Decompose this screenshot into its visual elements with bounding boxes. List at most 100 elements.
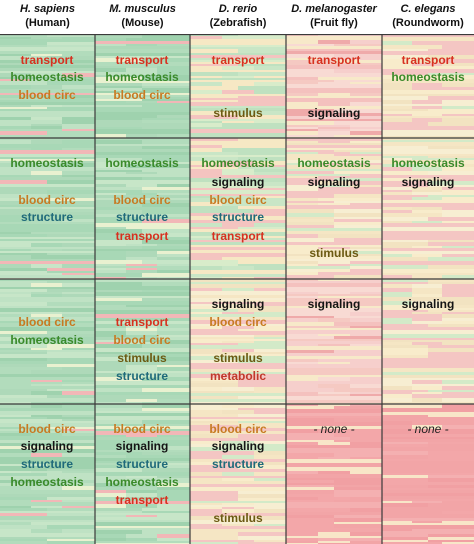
heatmap-stripe (382, 338, 474, 340)
heatmap-stripe (62, 502, 95, 506)
category-label: transport (401, 53, 455, 67)
heatmap-stripe (412, 294, 442, 297)
heatmap-stripe (412, 425, 442, 429)
heatmap-stripe (190, 447, 286, 451)
heatmap-stripe (442, 221, 474, 223)
heatmap-stripe (62, 337, 95, 341)
heatmap-stripe (126, 324, 157, 328)
heatmap-stripe (190, 459, 222, 462)
heatmap-stripe (190, 396, 238, 399)
heatmap-stripe (382, 94, 474, 96)
heatmap-stripe (286, 437, 318, 440)
heatmap-stripe (382, 380, 412, 384)
heatmap-stripe (0, 63, 95, 65)
heatmap-stripe (382, 463, 474, 465)
heatmap-stripe (442, 529, 474, 531)
heatmap-stripe (0, 302, 47, 306)
heatmap-stripe (47, 201, 95, 205)
heatmap-stripe (442, 190, 474, 192)
heatmap-stripe (350, 152, 382, 154)
heatmap-stripe (286, 275, 334, 279)
heatmap-stripe (286, 272, 318, 275)
heatmap-stripe (31, 117, 62, 120)
heatmap-stripe (382, 75, 474, 79)
heatmap-stripe (350, 344, 382, 346)
heatmap-stripe (254, 277, 286, 279)
heatmap-stripe (428, 482, 474, 485)
heatmap-stripe (0, 508, 47, 511)
heatmap-stripe (142, 75, 190, 77)
heatmap-stripe (238, 465, 286, 469)
heatmap-stripe (190, 381, 238, 383)
heatmap-stripe (95, 402, 142, 404)
heatmap-stripe (286, 388, 334, 392)
heatmap-stripe (442, 292, 474, 294)
heatmap-stripe (126, 365, 157, 367)
heatmap-stripe (318, 457, 350, 459)
heatmap-stripe (95, 257, 126, 260)
heatmap-stripe (190, 64, 238, 66)
heatmap-stripe (190, 487, 286, 491)
heatmap-stripe (0, 506, 31, 508)
heatmap-stripe (382, 109, 428, 111)
heatmap-stripe (190, 513, 286, 516)
heatmap-stripe (428, 408, 474, 412)
heatmap-stripe (382, 238, 412, 240)
heatmap-stripe (382, 318, 412, 321)
heatmap-stripe (238, 264, 286, 266)
heatmap-stripe (95, 86, 142, 88)
heatmap-stripe (95, 38, 126, 41)
heatmap-stripe (286, 185, 318, 187)
heatmap-stripe (382, 223, 474, 227)
heatmap-stripe (0, 247, 95, 249)
heatmap-stripe (334, 275, 382, 279)
category-label: blood circ (113, 422, 171, 436)
heatmap-stripe (190, 194, 238, 196)
heatmap-stripe (286, 109, 334, 113)
heatmap-stripe (31, 54, 62, 56)
heatmap-stripe (334, 316, 382, 318)
heatmap-stripe (318, 272, 350, 275)
heatmap-stripe (0, 490, 31, 494)
heatmap-stripe (190, 245, 286, 247)
heatmap-stripe (95, 172, 126, 174)
heatmap-stripe (222, 478, 254, 481)
heatmap-stripe (95, 105, 142, 107)
heatmap-stripe (412, 518, 442, 521)
heatmap-stripe (318, 129, 350, 131)
heatmap-stripe (190, 542, 238, 544)
heatmap-stripe (157, 520, 190, 522)
heatmap-stripe (0, 273, 31, 275)
heatmap-stripe (238, 306, 286, 309)
heatmap-stripe (382, 130, 474, 133)
heatmap-stripe (62, 163, 95, 167)
heatmap-stripe (428, 455, 474, 459)
heatmap-stripe (412, 83, 442, 87)
heatmap-stripe (95, 404, 142, 408)
heatmap-stripe (95, 468, 142, 472)
heatmap-stripe (382, 167, 412, 171)
heatmap-stripe (190, 133, 286, 137)
heatmap-stripe (442, 87, 474, 90)
heatmap-stripe (47, 34, 95, 37)
heatmap-stripe (382, 534, 428, 537)
heatmap-stripe (254, 90, 286, 94)
heatmap-stripe (318, 93, 350, 96)
heatmap-stripe (31, 163, 62, 167)
heatmap-stripe (0, 228, 47, 232)
heatmap-stripe (62, 314, 95, 317)
heatmap-stripe (0, 469, 47, 471)
heatmap-stripe (190, 378, 238, 381)
heatmap-stripe (222, 145, 254, 148)
heatmap-stripe (222, 503, 254, 505)
heatmap-stripe (442, 41, 474, 45)
heatmap-stripe (95, 110, 190, 112)
heatmap-stripe (286, 339, 382, 341)
heatmap-stripe (428, 434, 474, 437)
heatmap-stripe (334, 213, 382, 217)
heatmap-stripe (286, 119, 382, 121)
heatmap-stripe (95, 335, 126, 337)
heatmap-stripe (350, 359, 382, 362)
heatmap-stripe (222, 507, 254, 509)
heatmap-stripe (95, 83, 142, 86)
